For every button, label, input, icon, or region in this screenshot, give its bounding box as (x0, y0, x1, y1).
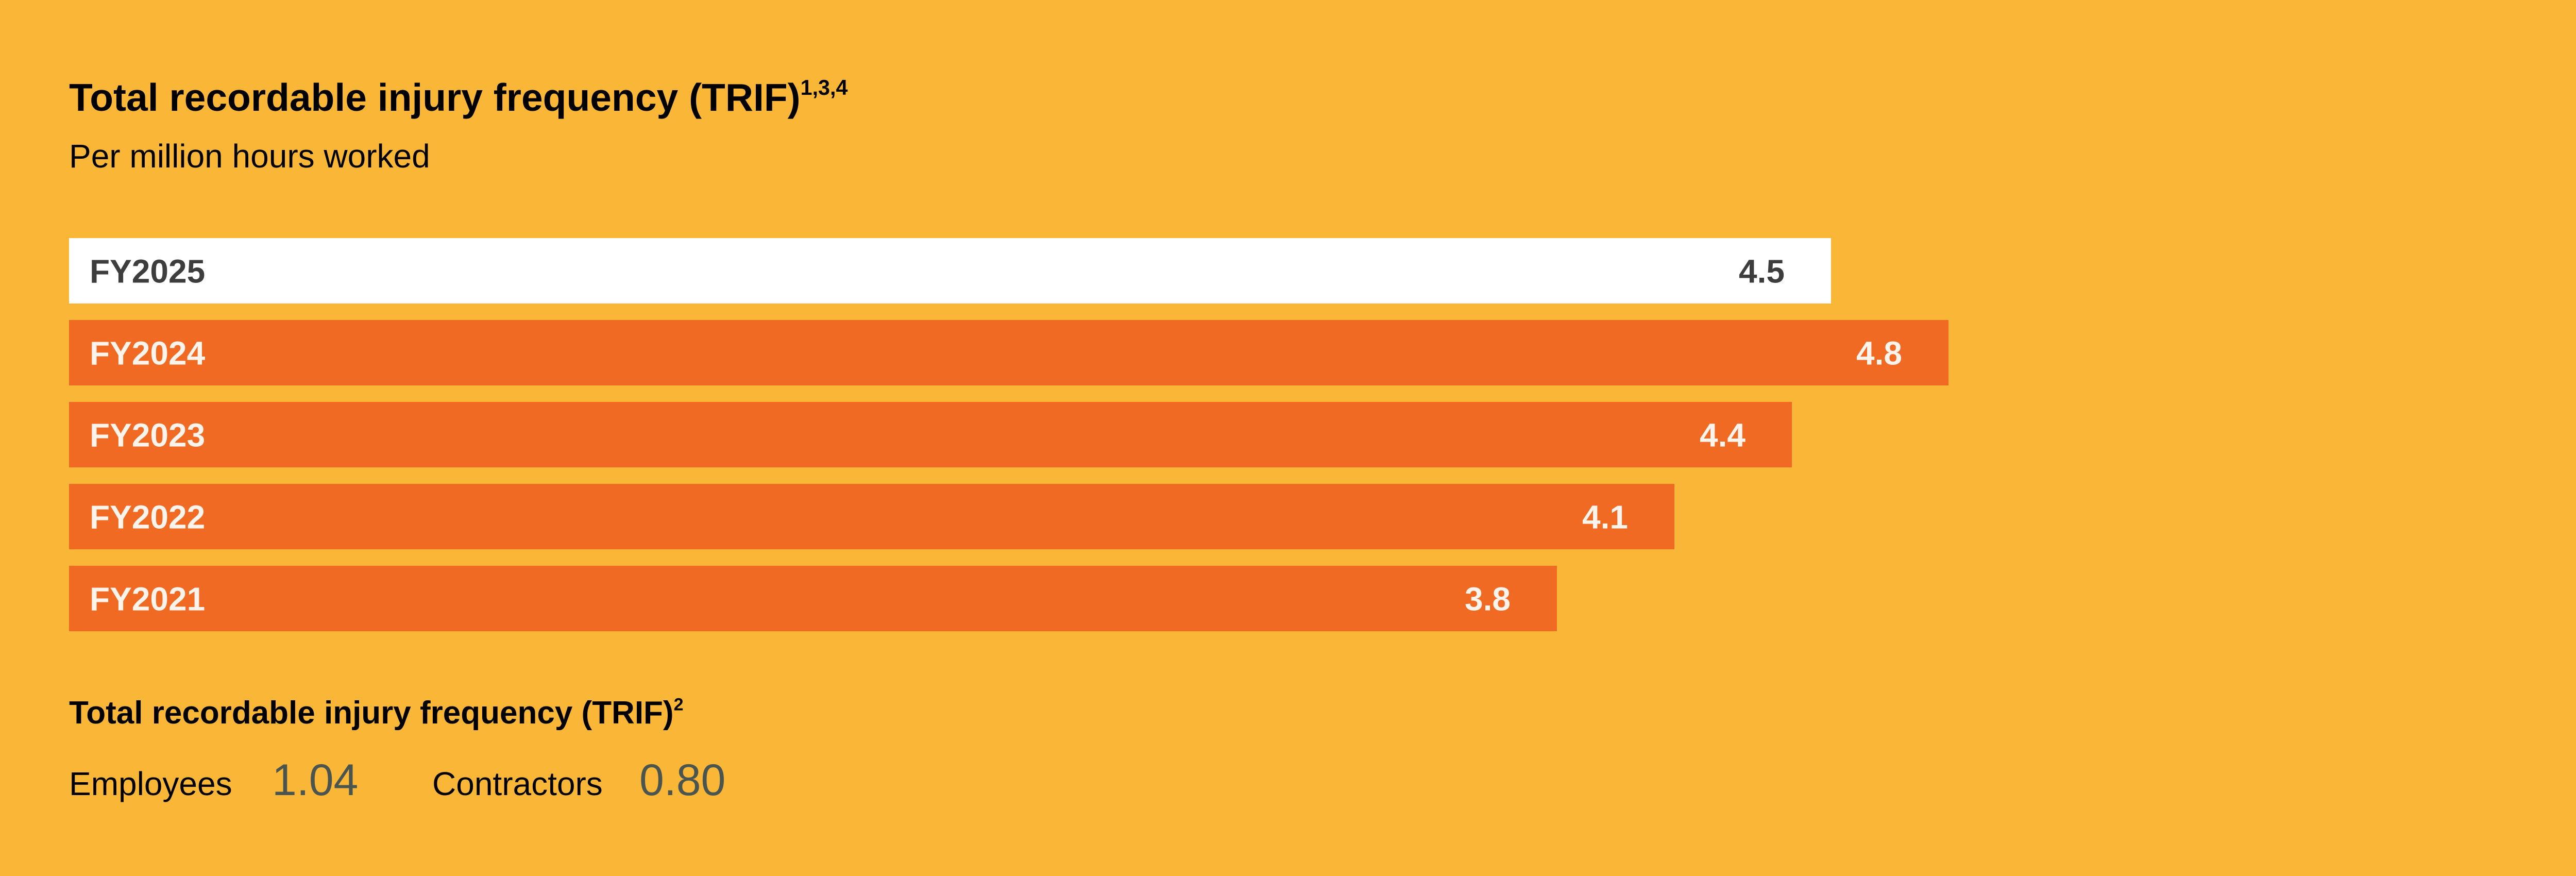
contractors-value: 0.80 (639, 755, 726, 805)
title-footnotes: 1,3,4 (800, 76, 848, 100)
bar-fy2023 (69, 402, 1792, 467)
value-label: 4.5 (1739, 253, 1785, 290)
bar-group-fy2025: FY2025 4.5 (69, 238, 1831, 304)
value-label: 4.8 (1856, 335, 1902, 372)
bar-group-fy2021: FY2021 3.8 (69, 566, 1557, 631)
bar-group-fy2024: FY2024 4.8 (69, 320, 1948, 385)
secondary-heading: Total recordable injury frequency (TRIF)… (69, 695, 684, 731)
bar-fy2021 (69, 566, 1557, 631)
category-label: FY2022 (90, 499, 205, 536)
category-label: FY2023 (90, 417, 205, 454)
employees-value: 1.04 (272, 755, 359, 805)
chart-subtitle: Per million hours worked (69, 138, 430, 175)
bar-fy2025 (69, 238, 1831, 304)
category-label: FY2025 (90, 253, 205, 290)
value-label: 4.1 (1582, 499, 1628, 536)
value-label: 3.8 (1465, 581, 1511, 618)
chart-title: Total recordable injury frequency (TRIF)… (69, 76, 848, 119)
employees-label: Employees (69, 765, 232, 802)
contractors-label: Contractors (432, 765, 603, 802)
category-label: FY2024 (90, 335, 206, 372)
bar-fy2022 (69, 484, 1674, 549)
bar-fy2024 (69, 320, 1948, 385)
category-label: FY2021 (90, 581, 205, 618)
value-label: 4.4 (1700, 417, 1745, 454)
bar-group-fy2023: FY2023 4.4 (69, 402, 1792, 467)
bar-group-fy2022: FY2022 4.1 (69, 484, 1674, 549)
secondary-footnote: 2 (673, 695, 684, 715)
